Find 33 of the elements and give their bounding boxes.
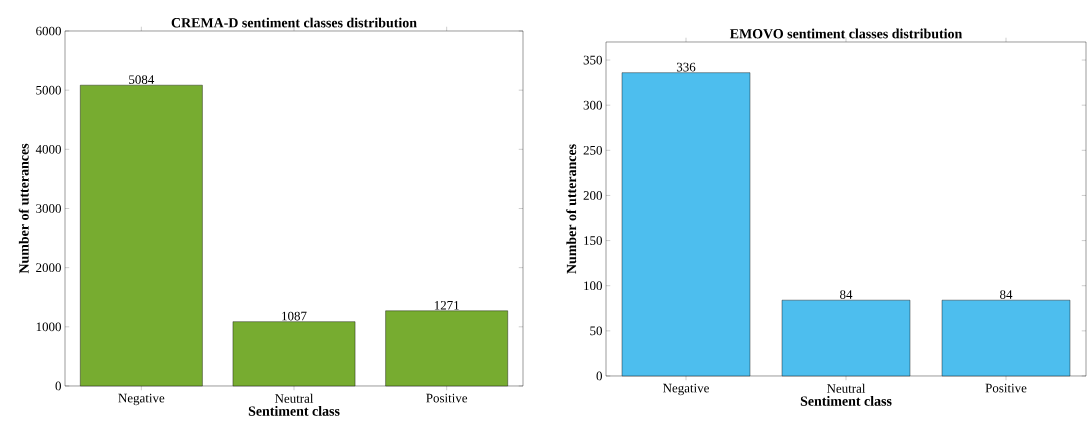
- x-tick-label: Positive: [426, 393, 468, 403]
- y-tick-label: 1000: [36, 322, 61, 332]
- y-tick-label: 200: [583, 191, 602, 200]
- y-tick-label: 2000: [36, 263, 61, 273]
- data-label: 5084: [129, 75, 155, 84]
- y-tick-label: 0: [55, 381, 61, 391]
- x-tick-label: Positive: [985, 383, 1027, 393]
- x-tick-label: Negative: [118, 393, 165, 406]
- data-label: 1271: [434, 301, 459, 310]
- data-label: 1087: [282, 311, 307, 321]
- y-tick-label: 0: [596, 371, 602, 381]
- y-tick-label: 300: [583, 100, 602, 110]
- y-tick-label: 6000: [36, 26, 61, 36]
- x-axis-title: Sentiment class: [800, 395, 892, 406]
- y-tick-label: 350: [583, 55, 602, 65]
- x-tick-label: Negative: [663, 383, 709, 396]
- y-tick-label: 100: [584, 281, 602, 291]
- chart-title: EMOVO sentiment classes distribution: [729, 28, 963, 39]
- x-axis-title: Sentiment class: [248, 405, 340, 416]
- data-label: 336: [676, 62, 696, 72]
- y-tick-label: 5000: [36, 85, 61, 95]
- y-tick-label: 3000: [36, 204, 61, 213]
- y-axis-title: Number of utterances: [18, 143, 29, 274]
- y-tick-label: 250: [583, 145, 602, 155]
- x-tick-label: Neutral: [826, 383, 866, 393]
- y-tick-label: 50: [590, 326, 602, 336]
- y-tick-label: 4000: [35, 144, 61, 154]
- x-tick-label: Neutral: [274, 393, 314, 403]
- data-label: 84: [1000, 290, 1013, 299]
- y-tick-label: 150: [584, 236, 602, 245]
- chart-title: CREMA-D sentiment classes distribution: [171, 17, 417, 28]
- y-axis-title: Number of utterances: [566, 144, 577, 274]
- data-label: 84: [840, 290, 853, 299]
